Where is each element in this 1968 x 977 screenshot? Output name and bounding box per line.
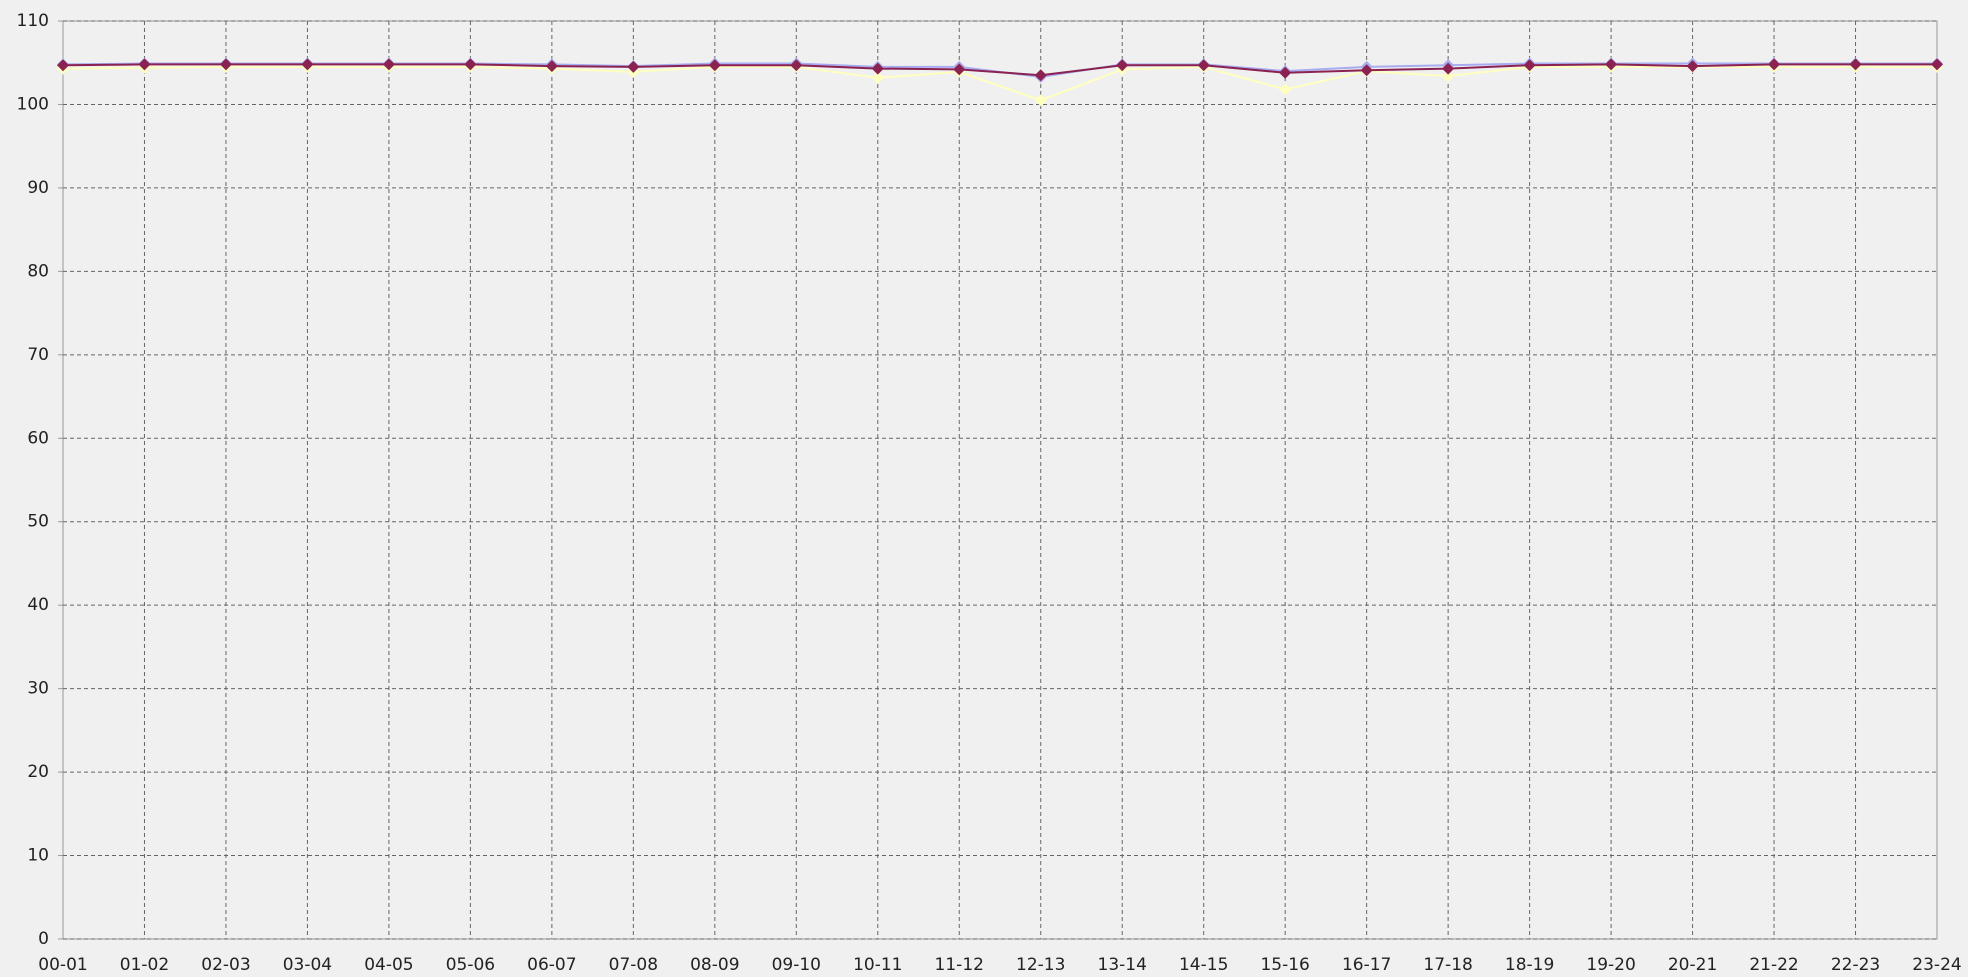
x-tick-label: 15-16: [1260, 955, 1309, 975]
x-tick-label: 22-23: [1831, 955, 1880, 975]
x-tick-label: 05-06: [446, 955, 495, 975]
x-tick-label: 11-12: [935, 955, 984, 975]
x-tick-label: 18-19: [1505, 955, 1554, 975]
y-tick-label: 110: [17, 11, 49, 31]
point-marker: [1605, 58, 1618, 71]
point-marker: [1279, 83, 1292, 96]
x-tick-label: 19-20: [1586, 955, 1635, 975]
x-tick-label: 17-18: [1423, 955, 1472, 975]
y-tick-label: 20: [27, 762, 49, 782]
y-tick-label: 70: [27, 345, 49, 365]
x-tick-label: 09-10: [772, 955, 821, 975]
y-tick-label: 80: [27, 261, 49, 281]
x-tick-label: 14-15: [1179, 955, 1228, 975]
x-tick-label: 21-22: [1749, 955, 1798, 975]
x-tick-label: 04-05: [364, 955, 413, 975]
x-tick-label: 10-11: [853, 955, 902, 975]
point-marker: [464, 58, 477, 71]
x-tick-label: 06-07: [527, 955, 576, 975]
x-tick-label: 01-02: [120, 955, 169, 975]
y-tick-label: 100: [17, 94, 49, 114]
series-line: [62, 65, 1937, 102]
point-marker: [790, 59, 803, 72]
point-marker: [1849, 58, 1862, 71]
point-marker: [1279, 66, 1292, 79]
point-marker: [1116, 59, 1129, 72]
point-marker: [708, 59, 721, 72]
point-marker: [1768, 58, 1781, 71]
y-tick-label: 40: [27, 595, 49, 615]
point-marker: [1197, 59, 1210, 72]
x-tick-label: 00-01: [38, 955, 87, 975]
y-tick-label: 10: [27, 846, 49, 866]
point-marker: [545, 60, 558, 73]
y-tick-label: 60: [27, 428, 49, 448]
x-tick-label: 07-08: [609, 955, 658, 975]
x-tick-label: 02-03: [201, 955, 250, 975]
x-tick-label: 12-13: [1016, 955, 1065, 975]
series-line: [62, 63, 1937, 77]
point-marker: [1034, 94, 1047, 107]
x-tick-label: 13-14: [1098, 955, 1147, 975]
point-marker: [219, 58, 232, 71]
point-marker: [138, 58, 151, 71]
point-marker: [1686, 60, 1699, 73]
x-tick-label: 03-04: [283, 955, 332, 975]
point-marker: [627, 60, 640, 73]
point-marker: [57, 59, 69, 72]
x-tick-label: 16-17: [1342, 955, 1391, 975]
x-tick-label: 23-24: [1912, 955, 1961, 975]
y-tick-label: 90: [27, 178, 49, 198]
point-marker: [1360, 64, 1373, 77]
point-marker: [871, 62, 884, 75]
point-marker: [871, 71, 884, 84]
x-tick-label: 08-09: [690, 955, 739, 975]
point-marker: [953, 63, 966, 76]
point-marker: [1034, 69, 1047, 82]
y-tick-label: 50: [27, 512, 49, 532]
x-tick-label: 20-21: [1668, 955, 1717, 975]
plot-area: [62, 20, 1938, 940]
point-marker: [1442, 70, 1455, 83]
point-marker: [1931, 58, 1943, 71]
point-marker: [1523, 59, 1536, 72]
y-tick-label: 0: [38, 929, 49, 949]
point-marker: [382, 58, 395, 71]
point-marker: [1442, 62, 1455, 75]
point-marker: [301, 58, 314, 71]
y-tick-label: 30: [27, 679, 49, 699]
